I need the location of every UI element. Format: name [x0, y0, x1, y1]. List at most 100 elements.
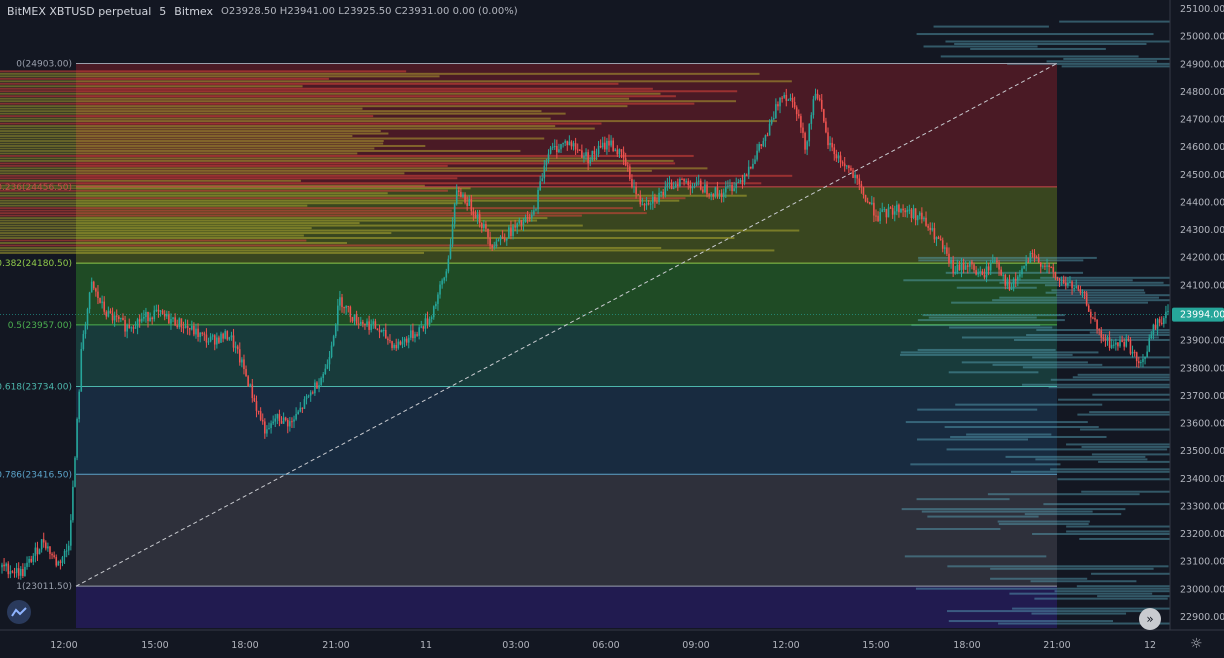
candle-body: [658, 192, 660, 203]
order-book-stripe: [0, 142, 384, 145]
candle-body: [912, 208, 915, 219]
candle-body: [916, 215, 919, 221]
candle-body: [566, 141, 569, 146]
scroll-to-realtime-button[interactable]: »: [1139, 608, 1161, 630]
candle-body: [935, 237, 938, 240]
candle-body: [996, 260, 998, 263]
order-book-stripe: [933, 25, 1049, 28]
candle-body: [441, 280, 443, 285]
candle-body: [455, 190, 458, 204]
x-tick-label: 12: [1144, 640, 1156, 651]
order-book-stripe: [966, 433, 1052, 436]
candle-body: [145, 311, 147, 317]
candle-body: [973, 264, 975, 271]
candle-body: [297, 411, 299, 414]
candle-body: [508, 227, 510, 239]
order-book-stripe: [917, 319, 1065, 322]
candle-body: [132, 327, 135, 329]
candle-body: [40, 539, 43, 550]
candle-body: [958, 264, 961, 271]
candle-body: [414, 334, 416, 339]
candle-body: [679, 178, 681, 187]
order-book-stripe: [944, 426, 1099, 429]
fib-zone: [76, 474, 1057, 587]
candle-body: [418, 327, 420, 336]
order-book-stripe: [0, 246, 662, 249]
candle-body: [941, 240, 944, 249]
candle-body: [282, 417, 285, 424]
symbol-name[interactable]: BitMEX XBTUSD perpetual: [7, 5, 152, 18]
candle-body: [770, 119, 773, 124]
order-book-stripe: [0, 125, 556, 128]
candle-body: [391, 341, 393, 348]
order-book-stripe: [1077, 373, 1224, 376]
order-book-stripe: [0, 239, 307, 242]
candle-body: [856, 174, 859, 179]
y-tick-label: 23700.00: [1180, 391, 1224, 402]
order-book-stripe: [0, 132, 389, 135]
candle-body: [74, 457, 76, 487]
order-book-stripe: [1097, 595, 1224, 598]
candle-body: [964, 265, 967, 270]
candle-body: [689, 185, 692, 189]
candle-body: [624, 158, 627, 166]
candle-body: [739, 180, 742, 182]
fib-level-label: 0.618(23734.00): [0, 383, 72, 393]
candle-body: [140, 318, 143, 322]
candle-body: [743, 174, 746, 183]
candle-body: [103, 301, 106, 312]
order-book-stripe: [1012, 607, 1185, 610]
candle-body: [923, 217, 925, 220]
candle-body: [347, 305, 350, 307]
order-book-stripe: [0, 162, 676, 165]
candle-body: [451, 223, 454, 245]
candle-body: [1156, 319, 1159, 329]
candle-body: [149, 317, 151, 322]
candle-body: [1048, 265, 1050, 268]
order-book-stripe: [0, 107, 363, 110]
order-book-stripe: [910, 463, 1061, 466]
candle-body: [889, 207, 892, 209]
candle-body: [1096, 319, 1098, 330]
candle-body: [843, 163, 846, 167]
y-tick-label: 23000.00: [1180, 584, 1224, 595]
order-book-stripe: [1014, 338, 1224, 341]
candle-body: [445, 271, 448, 278]
order-book-stripe: [0, 115, 374, 118]
y-tick-label: 25000.00: [1180, 32, 1224, 43]
candle-body: [32, 555, 35, 562]
order-book-stripe: [1098, 460, 1224, 463]
order-book-stripe: [0, 100, 737, 103]
candle-body: [516, 223, 519, 228]
candle-body: [1117, 342, 1119, 347]
candle-body: [597, 145, 600, 154]
interval[interactable]: 5: [159, 5, 167, 18]
fib-level-label: 0.786(23416.50): [0, 470, 72, 480]
y-tick-label: 24800.00: [1180, 87, 1224, 98]
candle-body: [535, 209, 537, 211]
candle-body: [877, 215, 879, 221]
fib-level-label: 0.382(24180.50): [0, 259, 72, 269]
candle-body: [284, 417, 287, 420]
ohlc-values: O23928.50 H23941.00 L23925.50 C23931.00 …: [221, 6, 518, 17]
candle-body: [656, 201, 658, 203]
candle-body: [311, 392, 314, 394]
price-axis-background: [1170, 0, 1224, 654]
candle-body: [1119, 340, 1121, 347]
candle-body: [896, 204, 898, 212]
candle-body: [560, 144, 562, 150]
order-book-stripe: [1077, 413, 1224, 416]
y-tick-label: 24400.00: [1180, 197, 1224, 208]
tradingview-logo-icon[interactable]: [7, 600, 31, 624]
order-book-stripe: [0, 95, 676, 98]
candle-body: [741, 180, 744, 183]
order-book-stripe: [948, 371, 1039, 374]
order-book-stripe: [1035, 458, 1148, 461]
candle-body: [918, 212, 921, 216]
gear-icon[interactable]: ☼: [1190, 636, 1203, 652]
candle-body: [124, 319, 126, 332]
y-tick-label: 22900.00: [1180, 612, 1224, 623]
candle-body: [866, 201, 869, 203]
